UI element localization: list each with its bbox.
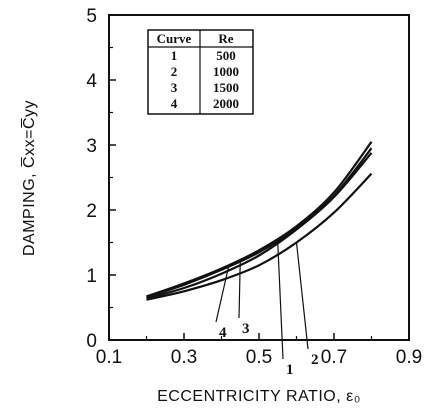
y-tick-label-3: 3 [86, 136, 97, 157]
y-tick-label-1: 1 [86, 266, 97, 287]
legend-table: Curve Re 1 500 2 1000 3 1500 4 2000 [147, 29, 254, 115]
legend-row-3-curve: 3 [171, 80, 178, 95]
curve-4-leader [215, 264, 230, 323]
curve-3-label: 3 [242, 321, 250, 337]
curve-2 [146, 172, 373, 301]
curve-labels: 1 2 34 [215, 242, 319, 378]
x-tick-label-2: 0.5 [246, 347, 272, 368]
legend-row-2-curve: 2 [171, 64, 178, 79]
legend-row-1-curve: 1 [171, 48, 178, 63]
y-tick-label-4: 4 [86, 71, 97, 92]
curve-4-label: 4 [219, 325, 227, 341]
curves [146, 141, 373, 301]
curve-1-leader [277, 242, 284, 360]
curve-2-leader [295, 242, 309, 350]
x-tick-label-4: 0.9 [396, 347, 422, 368]
legend-header-re: Re [218, 31, 233, 46]
curve-2-label: 2 [311, 352, 319, 368]
curve-4 [146, 141, 373, 298]
legend-header-curve: Curve [157, 31, 192, 46]
curve-3-leader [238, 261, 241, 319]
legend-row-3-re: 1500 [213, 80, 239, 95]
x-axis-label: ECCENTRICITY RATIO, ε₀ [157, 388, 361, 405]
legend-row-4-curve: 4 [171, 96, 178, 111]
x-tick-label-3: 0.7 [321, 347, 347, 368]
legend-row-1-re: 500 [216, 48, 236, 63]
y-tick-label-0: 0 [86, 331, 97, 352]
legend-row-2-re: 1000 [213, 64, 239, 79]
y-axis-label: DAMPING, C̅xx=C̅yy [20, 100, 38, 256]
x-tick-label-1: 0.3 [171, 347, 197, 368]
x-tick-label-0: 0.1 [96, 347, 122, 368]
curve-3 [146, 147, 373, 299]
curve-1-label: 1 [286, 362, 294, 378]
curve-1 [146, 152, 373, 300]
legend-row-4-re: 2000 [213, 96, 239, 111]
y-tick-label-2: 2 [86, 201, 97, 222]
y-tick-label-5: 5 [86, 6, 97, 27]
